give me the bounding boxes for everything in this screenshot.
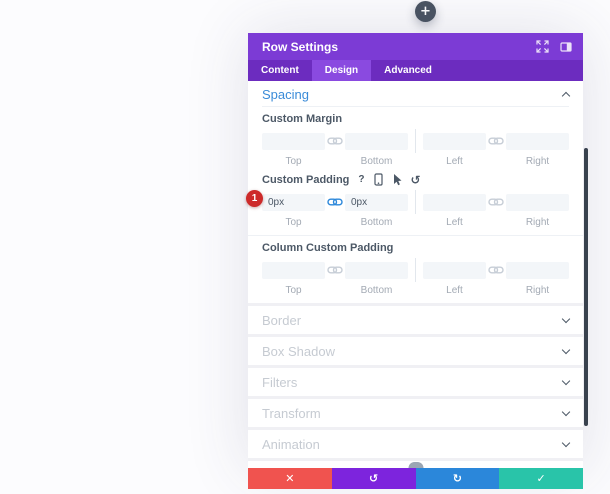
modal-drag-handle[interactable] (408, 462, 423, 468)
margin-right-label: Right (525, 156, 550, 167)
column-padding-left-label: Left (446, 285, 463, 296)
section-divider (248, 235, 583, 236)
padding-left-input[interactable] (423, 193, 486, 211)
chevron-down-icon (561, 438, 571, 448)
column-custom-padding-label-row: Column Custom Padding (262, 242, 569, 254)
field-group-divider (415, 129, 416, 153)
footer-buttons: ✕ ↺ ↻ ✓ (248, 468, 583, 489)
padding-left-label: Left (446, 217, 463, 228)
snap-modal-icon[interactable] (560, 41, 572, 52)
annotation-badge-1: 1 (246, 190, 263, 207)
custom-padding-label: Custom Padding (262, 173, 350, 186)
add-section-button[interactable]: + (415, 1, 436, 22)
section-animation-label: Animation (262, 436, 320, 452)
field-group-divider (415, 190, 416, 214)
section-animation[interactable]: Animation (248, 430, 583, 458)
padding-top-input[interactable] (262, 193, 325, 211)
custom-margin-label: Custom Margin (262, 113, 343, 125)
custom-margin-fields: Top Bottom Left Right (262, 129, 569, 167)
column-padding-top-input[interactable] (262, 261, 325, 279)
modal-tabbar: Content Design Advanced (248, 60, 583, 81)
padding-top-label: Top (285, 217, 302, 228)
tab-advanced[interactable]: Advanced (384, 65, 432, 76)
link-padding-left-right-icon[interactable] (486, 197, 506, 207)
discard-button[interactable]: ✕ (248, 468, 332, 489)
chevron-down-icon (561, 345, 571, 355)
plus-icon: + (420, 4, 431, 19)
section-box-shadow[interactable]: Box Shadow (248, 337, 583, 365)
margin-left-input[interactable] (423, 132, 486, 150)
chevron-up-icon[interactable] (561, 91, 571, 101)
modal-title: Row Settings (262, 39, 339, 54)
column-custom-padding-fields: Top Bottom Left Right (262, 258, 569, 296)
padding-right-input[interactable] (506, 193, 569, 211)
margin-bottom-label: Bottom (360, 156, 393, 167)
margin-right-input[interactable] (506, 132, 569, 150)
modal-footer: ✕ ↺ ↻ ✓ (248, 461, 583, 489)
section-transform-label: Transform (262, 405, 321, 421)
expand-modal-icon[interactable] (536, 40, 549, 53)
section-box-shadow-label: Box Shadow (262, 343, 335, 359)
link-margin-top-bottom-icon[interactable] (325, 136, 345, 146)
section-transform[interactable]: Transform (248, 399, 583, 427)
tab-design[interactable]: Design (311, 60, 372, 81)
section-border-label: Border (262, 312, 302, 328)
padding-right-label: Right (525, 217, 550, 228)
margin-top-label: Top (285, 156, 302, 167)
section-filters[interactable]: Filters (248, 368, 583, 396)
row-settings-modal: Row Settings Content Design Advanced (246, 33, 583, 489)
link-margin-left-right-icon[interactable] (486, 136, 506, 146)
save-button[interactable]: ✓ (499, 468, 583, 489)
help-icon[interactable]: ? (358, 174, 365, 185)
column-custom-padding-label: Column Custom Padding (262, 242, 394, 254)
spacing-section: Spacing Custom Margin (246, 81, 583, 303)
column-padding-top-label: Top (285, 285, 302, 296)
redo-icon: ↻ (452, 472, 462, 485)
padding-bottom-input[interactable] (345, 193, 408, 211)
redo-button[interactable]: ↻ (415, 468, 500, 489)
margin-bottom-input[interactable] (345, 132, 408, 150)
field-group-divider (415, 258, 416, 282)
reset-icon[interactable]: ↺ (410, 172, 421, 187)
phone-icon[interactable] (373, 173, 383, 186)
modal-scrollbar[interactable] (584, 148, 588, 426)
hover-icon[interactable] (392, 173, 402, 186)
section-border[interactable]: Border (248, 306, 583, 334)
link-column-left-right-icon[interactable] (486, 265, 506, 275)
column-padding-bottom-label: Bottom (360, 285, 393, 296)
link-column-top-bottom-icon[interactable] (325, 265, 345, 275)
tab-content[interactable]: Content (261, 65, 299, 76)
chevron-down-icon (561, 376, 571, 386)
column-padding-right-label: Right (525, 285, 550, 296)
modal-content: Spacing Custom Margin (246, 81, 583, 461)
column-padding-left-input[interactable] (423, 261, 486, 279)
spacing-section-title: Spacing (262, 86, 309, 102)
spacing-section-header[interactable]: Spacing (262, 81, 571, 107)
column-padding-bottom-input[interactable] (345, 261, 408, 279)
margin-top-input[interactable] (262, 132, 325, 150)
custom-padding-fields: Top Bottom Left Right (262, 190, 569, 228)
modal-header: Row Settings (248, 33, 583, 60)
section-filters-label: Filters (262, 374, 298, 390)
check-icon: ✓ (536, 472, 546, 485)
custom-padding-fields-wrap: 1 (246, 190, 569, 228)
custom-margin-label-row: Custom Margin (262, 113, 569, 125)
undo-button[interactable]: ↺ (331, 468, 416, 489)
margin-left-label: Left (446, 156, 463, 167)
close-icon: ✕ (285, 472, 295, 485)
chevron-down-icon (561, 314, 571, 324)
custom-padding-label-row: Custom Padding ? ↺ (262, 173, 569, 186)
link-padding-top-bottom-icon[interactable] (325, 197, 345, 207)
chevron-down-icon (561, 407, 571, 417)
undo-icon: ↺ (369, 472, 379, 485)
padding-bottom-label: Bottom (360, 217, 393, 228)
column-padding-right-input[interactable] (506, 261, 569, 279)
